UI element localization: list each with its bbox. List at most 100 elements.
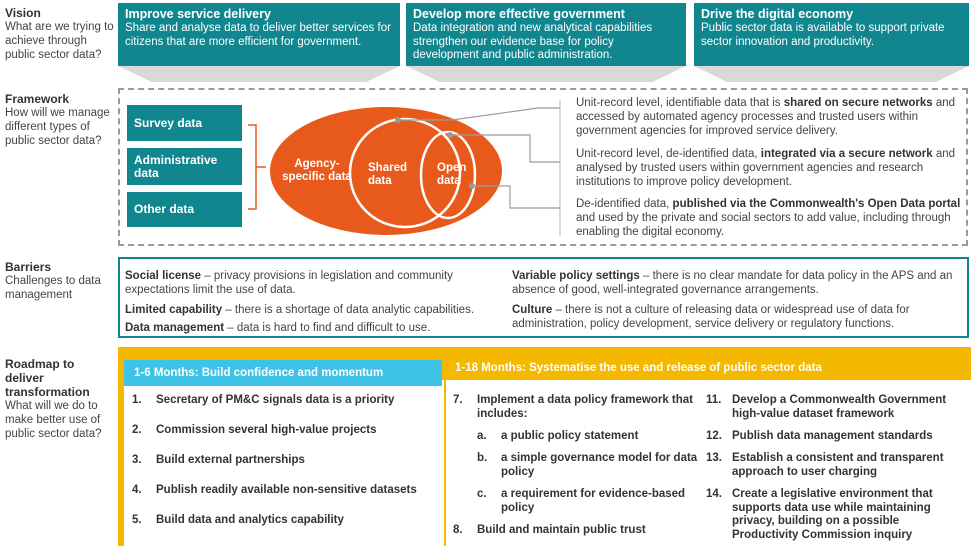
vision-card-3: Drive the digital economy Public sector … bbox=[694, 3, 969, 82]
roadmap-label: Roadmap to deliver transformation What w… bbox=[5, 357, 115, 441]
barrier-text: – there is a shortage of data analytic c… bbox=[222, 304, 475, 316]
bracket-line bbox=[248, 124, 257, 210]
circle-label-agency: Agency-specific data bbox=[282, 158, 352, 183]
vision-card-text: Share and analyse data to deliver better… bbox=[125, 22, 391, 48]
roadmap-title: Roadmap to deliver transformation bbox=[5, 357, 90, 399]
phase2-panel bbox=[446, 380, 971, 546]
data-type-administrative: Administrative data bbox=[127, 148, 242, 185]
circle-label-shared: Shared data bbox=[368, 162, 407, 187]
item-text: Publish data management standards bbox=[732, 430, 933, 442]
barrier-text: – there is no clear mandate for data pol… bbox=[512, 270, 953, 296]
item-number: 12. bbox=[706, 430, 722, 442]
framework-subtitle: How will we manage different types of pu… bbox=[5, 107, 110, 147]
vision-title: Vision bbox=[5, 6, 41, 20]
roadmap-item: 13. Establish a consistent and transparen… bbox=[706, 452, 964, 479]
roadmap-item: 2. Commission several high-value projects bbox=[132, 424, 438, 438]
roadmap-item: 12. Publish data management standards bbox=[706, 430, 964, 444]
barrier-variable-policy: Variable policy settings – there is no c… bbox=[512, 269, 964, 297]
connector-dot bbox=[447, 132, 453, 138]
roadmap-subtitle: What will we do to make better use of pu… bbox=[5, 400, 102, 440]
desc-bold: published via the Commonwealth's Open Da… bbox=[672, 198, 961, 210]
vision-arrow bbox=[694, 66, 969, 82]
item-text: Establish a consistent and transparent a… bbox=[732, 452, 944, 478]
item-text: Implement a data policy framework that i… bbox=[477, 394, 694, 420]
desc-text: Unit-record level, de-identified data, bbox=[576, 148, 761, 160]
item-text: Build and maintain public trust bbox=[477, 524, 646, 536]
item-text: Build external partnerships bbox=[156, 454, 305, 466]
roadmap-subitem: a. a public policy statement bbox=[477, 430, 702, 444]
circle-label-open: Open data bbox=[437, 162, 467, 187]
item-text: a requirement for evidence-based policy bbox=[501, 488, 686, 514]
phase2-header: 1-18 Months: Systematise the use and rel… bbox=[455, 362, 822, 374]
barrier-title: Data management bbox=[125, 322, 225, 334]
open-ellipse bbox=[419, 130, 477, 220]
agency-ellipse bbox=[270, 107, 502, 235]
barrier-limited-capability: Limited capability – there is a shortage… bbox=[125, 303, 505, 317]
barrier-title: Culture bbox=[512, 304, 553, 316]
data-type-survey: Survey data bbox=[127, 105, 242, 141]
barrier-text: – there is not a culture of releasing da… bbox=[512, 304, 910, 330]
barriers-panel bbox=[118, 257, 969, 338]
barrier-text: – privacy provisions in legislation and … bbox=[125, 270, 453, 296]
item-number: 14. bbox=[706, 488, 722, 500]
desc-text: Unit-record level, identifiable data tha… bbox=[576, 97, 784, 109]
item-text: Build data and analytics capability bbox=[156, 514, 344, 526]
framework-desc-open: De-identified data, published via the Co… bbox=[576, 197, 961, 239]
desc-text: and used by the private and social secto… bbox=[576, 212, 951, 238]
phase-divider bbox=[444, 380, 446, 546]
roadmap-item: 4. Publish readily available non-sensitiv… bbox=[132, 484, 438, 498]
vision-card-text: Data integration and new analytical capa… bbox=[413, 22, 653, 61]
framework-desc-integrated: Unit-record level, de-identified data, i… bbox=[576, 147, 961, 189]
barriers-title: Barriers bbox=[5, 260, 52, 274]
barrier-text: – data is hard to find and difficult to … bbox=[224, 322, 431, 334]
framework-panel bbox=[118, 88, 968, 246]
item-number: 1. bbox=[132, 394, 142, 406]
item-number: 5. bbox=[132, 514, 142, 526]
item-text: a simple governance model for data polic… bbox=[501, 452, 698, 478]
roadmap-subitem: b. a simple governance model for data pol… bbox=[477, 452, 702, 479]
item-number: 11. bbox=[706, 394, 722, 406]
connector-dot bbox=[395, 117, 401, 123]
item-text: Secretary of PM&C signals data is a prio… bbox=[156, 394, 395, 406]
vision-card-text: Public sector data is available to suppo… bbox=[701, 22, 945, 48]
item-number: 7. bbox=[453, 394, 463, 406]
item-text: a public policy statement bbox=[501, 430, 639, 442]
data-type-other: Other data bbox=[127, 192, 242, 227]
barrier-culture: Culture – there is not a culture of rele… bbox=[512, 303, 964, 331]
barrier-title: Social license bbox=[125, 270, 202, 282]
framework-desc-shared: Unit-record level, identifiable data tha… bbox=[576, 96, 961, 138]
item-letter: a. bbox=[477, 430, 487, 442]
framework-diagram bbox=[248, 100, 561, 236]
phase1-header: 1-6 Months: Build confidence and momentu… bbox=[124, 360, 442, 386]
framework-label: Framework How will we manage different t… bbox=[5, 92, 115, 148]
phase1-panel bbox=[124, 380, 444, 546]
vision-card-title: Develop more effective government bbox=[413, 7, 625, 21]
item-number: 4. bbox=[132, 484, 142, 496]
roadmap-item: 5. Build data and analytics capability bbox=[132, 514, 438, 528]
item-number: 13. bbox=[706, 452, 722, 464]
vision-arrow bbox=[406, 66, 686, 82]
vision-label: Vision What are we trying to achieve thr… bbox=[5, 6, 115, 62]
vision-card-title: Improve service delivery bbox=[125, 7, 271, 21]
shared-ellipse bbox=[348, 117, 462, 229]
desc-bold: shared on secure networks bbox=[783, 97, 933, 109]
roadmap-item: 8. Build and maintain public trust bbox=[453, 524, 703, 538]
item-letter: c. bbox=[477, 488, 487, 500]
barriers-subtitle: Challenges to data management bbox=[5, 275, 101, 301]
item-number: 3. bbox=[132, 454, 142, 466]
item-text: Commission several high-value projects bbox=[156, 424, 377, 436]
vision-subtitle: What are we trying to achieve through pu… bbox=[5, 21, 114, 61]
desc-bold: integrated via a secure network bbox=[760, 148, 933, 160]
item-letter: b. bbox=[477, 452, 488, 464]
barrier-social-license: Social license – privacy provisions in l… bbox=[125, 269, 505, 297]
item-text: Publish readily available non-sensitive … bbox=[156, 484, 417, 496]
desc-text: De-identified data, bbox=[576, 198, 673, 210]
roadmap-subitem: c. a requirement for evidence-based polic… bbox=[477, 488, 702, 515]
vision-arrow bbox=[118, 66, 400, 82]
barrier-title: Variable policy settings bbox=[512, 270, 640, 282]
vision-card-title: Drive the digital economy bbox=[701, 7, 854, 21]
barrier-data-management: Data management – data is hard to find a… bbox=[125, 321, 505, 335]
roadmap-item: 7. Implement a data policy framework that… bbox=[453, 394, 703, 421]
framework-title: Framework bbox=[5, 92, 70, 106]
roadmap-item: 14. Create a legislative environment that… bbox=[706, 488, 964, 542]
